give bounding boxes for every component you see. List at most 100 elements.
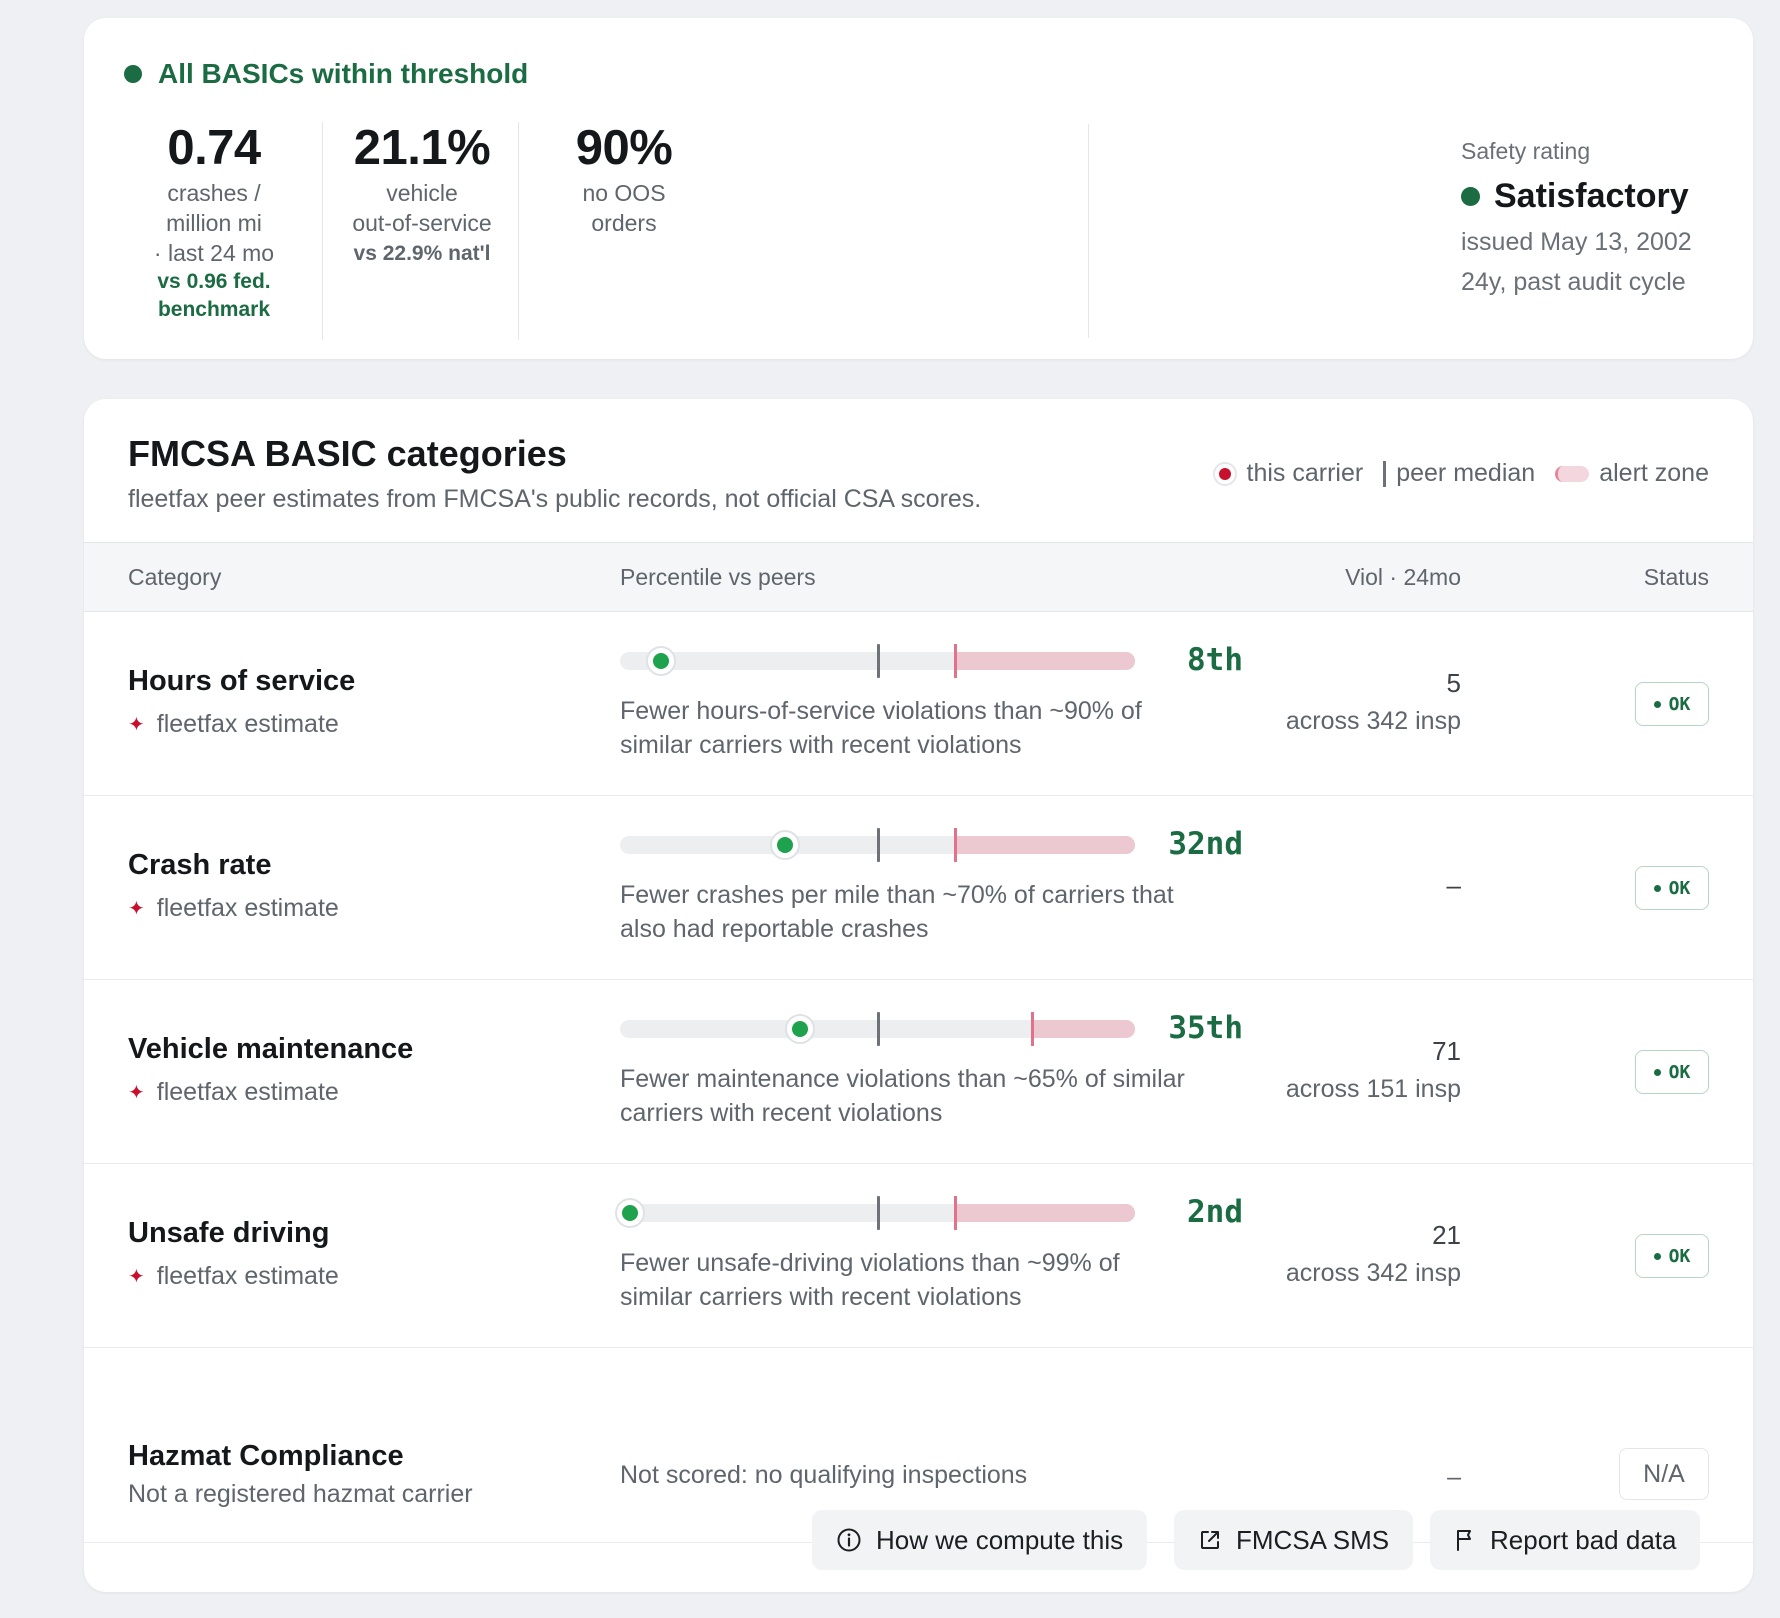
stat-label: million mi [166, 210, 262, 236]
row-violations: 71 across 151 insp [1286, 1032, 1461, 1108]
stat-no-oos: 90% no OOS orders [544, 118, 704, 238]
status-dot-icon [1653, 884, 1661, 892]
section-subtitle: fleetfax peer estimates from FMCSA's pub… [128, 485, 982, 513]
legend-label: this carrier [1246, 459, 1364, 487]
stat-compare: vs 0.96 fed. [157, 270, 271, 293]
percentile-track [620, 644, 1135, 678]
percentile-track [615, 1196, 1135, 1230]
row-category-name: Crash rate [128, 849, 272, 881]
stat-compare: benchmark [157, 298, 271, 321]
stat-label: vehicle [386, 180, 458, 206]
status-badge-label: OK [1668, 1245, 1691, 1267]
row-description-line: similar carriers with recent violations [620, 1283, 1022, 1311]
legend-label: alert zone [1599, 459, 1709, 487]
alert-threshold-tick [953, 644, 957, 678]
carrier-marker [785, 1014, 816, 1044]
legend: this carrier peer median alert zone [1212, 459, 1709, 488]
peer-median-tick [876, 1196, 880, 1230]
table-row: Unsafe driving ✦ fleetfax estimate 2nd F… [84, 1164, 1753, 1348]
status-badge-label: OK [1668, 693, 1691, 715]
row-estimate-tag: ✦ fleetfax estimate [128, 1078, 339, 1107]
sparkle-icon: ✦ [128, 898, 145, 920]
stat-oos-rate: 21.1% vehicle out-of-service vs 22.9% na… [324, 118, 520, 268]
button-label: Report bad data [1490, 1524, 1677, 1555]
report-bad-data-button[interactable]: Report bad data [1430, 1510, 1701, 1570]
percentile-track [620, 828, 1135, 862]
sparkle-icon: ✦ [128, 1266, 145, 1288]
status-dot-icon [1653, 1068, 1661, 1076]
row-estimate-label: fleetfax estimate [156, 1262, 339, 1290]
stat-divider [322, 122, 323, 340]
row-description-line: carriers with recent violations [620, 1099, 943, 1127]
peer-median-tick [876, 644, 880, 678]
percentile-value: 32nd [1168, 826, 1243, 862]
col-viol: Viol · 24mo [1345, 564, 1461, 590]
table-row: Hours of service ✦ fleetfax estimate 8th… [84, 612, 1753, 796]
carrier-marker [769, 830, 800, 860]
row-estimate-tag: ✦ fleetfax estimate [128, 1262, 339, 1291]
threshold-status: All BASICs within threshold [124, 58, 528, 90]
row-violations: 5 across 342 insp [1286, 664, 1461, 740]
button-label: FMCSA SMS [1236, 1524, 1390, 1555]
status-dot-icon [1653, 1252, 1661, 1260]
status-badge: N/A [1619, 1448, 1709, 1500]
sparkle-icon: ✦ [128, 714, 145, 736]
stat-value: 0.74 [167, 121, 261, 175]
carrier-marker [615, 1198, 646, 1228]
safety-rating-age: 24y, past audit cycle [1461, 268, 1686, 296]
stat-divider [1088, 124, 1089, 338]
section-title: FMCSA BASIC categories [128, 433, 567, 474]
row-description: Fewer unsafe-driving violations than ~99… [620, 1246, 1220, 1314]
safety-rating: Safety rating Satisfactory issued May 13… [1461, 138, 1692, 298]
row-estimate-tag: ✦ fleetfax estimate [128, 894, 339, 923]
violation-inspections: across 342 insp [1285, 707, 1461, 735]
table-row: Vehicle maintenance ✦ fleetfax estimate … [84, 980, 1753, 1164]
rating-dot-icon [1461, 187, 1480, 206]
alert-zone-bar [954, 652, 1135, 670]
fmcsa-sms-button[interactable]: FMCSA SMS [1174, 1510, 1414, 1570]
alert-zone-icon [1555, 465, 1590, 482]
stat-label: no OOS [582, 180, 666, 206]
status-badge: OK [1635, 1050, 1709, 1094]
row-description-line: Fewer crashes per mile than ~70% of carr… [620, 881, 1174, 909]
safety-rating-caption: Safety rating [1461, 138, 1591, 164]
alert-threshold-tick [953, 1196, 957, 1230]
row-category-sub: Not a registered hazmat carrier [128, 1480, 473, 1508]
row-violations: – [1447, 866, 1461, 904]
row-description: Fewer hours-of-service violations than ~… [620, 694, 1220, 762]
violation-inspections: across 342 insp [1285, 1259, 1461, 1287]
carrier-dot-icon [1212, 461, 1237, 486]
safety-rating-value: Satisfactory [1461, 177, 1692, 216]
table-header: Category Percentile vs peers Viol · 24mo… [84, 542, 1753, 612]
violation-count: – [1446, 870, 1461, 900]
row-description-line: Fewer unsafe-driving violations than ~99… [620, 1249, 1120, 1277]
status-dot-icon [1653, 700, 1661, 708]
stat-label: orders [591, 210, 657, 236]
legend-item-carrier: this carrier [1212, 459, 1364, 488]
alert-threshold-tick [953, 828, 957, 862]
safety-rating-text: Satisfactory [1494, 177, 1689, 215]
summary-card: All BASICs within threshold 0.74 crashes… [84, 18, 1753, 359]
percentile-value: 2nd [1187, 1194, 1243, 1230]
alert-zone-bar [954, 1204, 1135, 1222]
status-badge: OK [1635, 866, 1709, 910]
button-label: How we compute this [876, 1524, 1124, 1555]
row-estimate-label: fleetfax estimate [156, 1078, 339, 1106]
row-violations: – [1447, 1463, 1461, 1491]
col-status: Status [1643, 564, 1709, 590]
row-violations: 21 across 342 insp [1286, 1216, 1461, 1292]
how-we-compute-button[interactable]: How we compute this [812, 1510, 1148, 1570]
legend-item-alert: alert zone [1555, 459, 1709, 488]
legend-item-median: peer median [1383, 459, 1535, 488]
safety-rating-issued: issued May 13, 2002 [1461, 228, 1692, 256]
status-badge: OK [1635, 1234, 1709, 1278]
col-percentile: Percentile vs peers [620, 564, 816, 590]
stat-label: crashes / [167, 180, 261, 206]
sparkle-icon: ✦ [128, 1082, 145, 1104]
row-category-name: Hazmat Compliance [128, 1440, 404, 1472]
row-description-line: Fewer maintenance violations than ~65% o… [620, 1065, 1185, 1093]
stat-compare: vs 22.9% nat'l [353, 242, 491, 265]
stat-value: 21.1% [353, 121, 491, 175]
status-dot-icon [124, 65, 142, 83]
stat-divider [518, 122, 519, 340]
